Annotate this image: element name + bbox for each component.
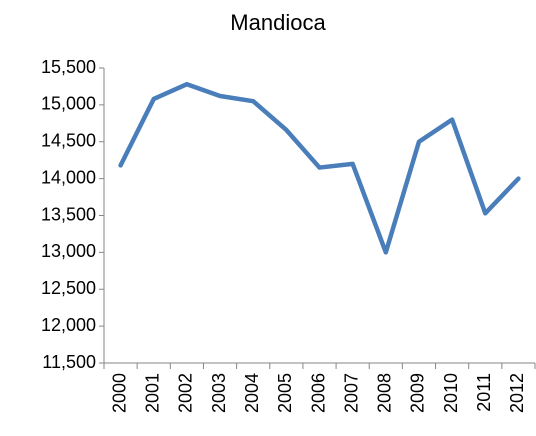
x-tick-label: 2010 xyxy=(441,373,461,413)
y-tick-label: 14,500 xyxy=(41,131,96,151)
y-tick-label: 12,500 xyxy=(41,278,96,298)
x-tick-label: 2005 xyxy=(275,373,295,413)
y-tick-label: 12,000 xyxy=(41,315,96,335)
x-tick-label: 2001 xyxy=(142,373,162,413)
y-tick-label: 15,000 xyxy=(41,94,96,114)
x-tick-label: 2012 xyxy=(507,373,527,413)
x-tick-label: 2009 xyxy=(408,373,428,413)
x-tick-label: 2004 xyxy=(242,373,262,413)
chart-title: Mandioca xyxy=(230,10,326,35)
x-tick-label: 2003 xyxy=(209,373,229,413)
x-tick-label: 2006 xyxy=(308,373,328,413)
y-tick-label: 15,500 xyxy=(41,57,96,77)
x-tick-label: 2007 xyxy=(341,373,361,413)
y-tick-label: 14,000 xyxy=(41,167,96,187)
x-tick-label: 2000 xyxy=(109,373,129,413)
y-tick-label: 13,000 xyxy=(41,241,96,261)
x-tick-label: 2011 xyxy=(474,373,494,412)
y-tick-label: 13,500 xyxy=(41,204,96,224)
x-tick-label: 2002 xyxy=(176,373,196,413)
line xyxy=(118,81,521,255)
y-tick-label: 11,500 xyxy=(42,352,96,372)
x-tick-label: 2008 xyxy=(375,373,395,413)
